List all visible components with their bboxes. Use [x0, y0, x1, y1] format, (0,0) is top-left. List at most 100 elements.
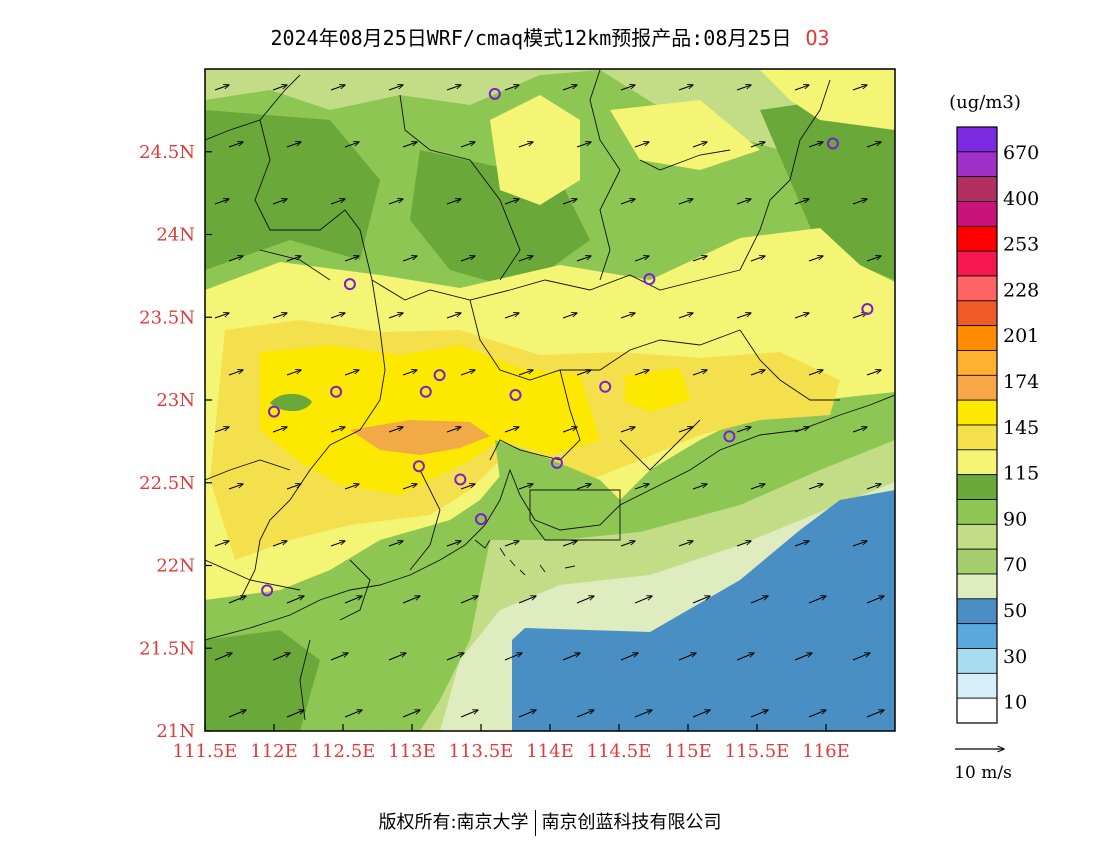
- wind-arrow: [562, 85, 577, 91]
- legend-swatch: [956, 374, 998, 401]
- title-species: O3: [805, 26, 830, 50]
- legend-swatch: [956, 151, 998, 178]
- legend: (ug/m3) 670 400 253 228 201 174 145 115 90 70 50 30…: [949, 92, 1039, 783]
- legend-swatch: [956, 300, 998, 327]
- wind-arrow: [576, 596, 594, 604]
- wind-arrow: [402, 370, 417, 376]
- wind-arrow: [794, 313, 809, 319]
- wind-arrow: [518, 596, 536, 604]
- wind-arrow: [750, 370, 765, 376]
- field-central-yellow-174: [260, 345, 600, 495]
- ozone-concentration-field: [205, 69, 895, 731]
- wind-arrow: [286, 484, 301, 490]
- wind-arrow: [460, 370, 475, 376]
- wind-arrow: [736, 427, 751, 433]
- wind-arrow: [576, 256, 591, 262]
- wind-arrow: [286, 142, 301, 148]
- wind-arrow: [460, 256, 475, 262]
- wind-arrow: [678, 85, 693, 91]
- wind-arrow: [518, 710, 536, 718]
- legend-level-label: 253: [1003, 234, 1039, 256]
- legend-level-label: 174: [1003, 371, 1039, 393]
- station-marker: [723, 430, 736, 443]
- wind-arrow: [692, 142, 707, 148]
- wind-arrow: [736, 199, 751, 205]
- wind-arrow: [228, 142, 243, 148]
- wind-arrow: [460, 710, 478, 718]
- wind-arrow: [620, 313, 635, 319]
- wind-arrow: [576, 370, 591, 376]
- wind-arrow: [214, 313, 229, 319]
- wind-arrow: [808, 142, 823, 148]
- lon-tick-label: 116E: [802, 741, 850, 762]
- station-marker: [599, 380, 612, 393]
- wind-arrow: [272, 427, 287, 433]
- wind-arrow: [634, 596, 652, 604]
- wind-arrow: [808, 596, 826, 604]
- station-marker: [550, 456, 563, 469]
- wind-arrow: [286, 256, 301, 262]
- wind-arrow: [518, 484, 533, 490]
- legend-swatch: [956, 201, 998, 227]
- station-marker: [433, 369, 446, 382]
- field-east-coast-green: [620, 392, 895, 530]
- wind-arrow: [678, 653, 696, 661]
- lat-tick-label: 24.5N: [139, 142, 195, 163]
- wind-arrow: [330, 653, 348, 661]
- legend-unit: (ug/m3): [949, 92, 1021, 113]
- wind-arrow: [562, 313, 577, 319]
- legend-swatch: [956, 523, 998, 550]
- wind-arrow: [402, 596, 420, 604]
- wind-arrow: [620, 653, 638, 661]
- lat-tick-label: 24N: [156, 225, 195, 246]
- wind-arrow: [330, 313, 345, 319]
- wind-arrow: [402, 484, 417, 490]
- legend-swatch: [956, 325, 998, 351]
- wind-arrow: [518, 142, 533, 148]
- lon-tick-label: 113E: [388, 741, 436, 762]
- latitude-axis: 21N 21.5N 22N 22.5N 23N 23.5N 24N 24.5N: [139, 142, 212, 742]
- wind-arrow: [866, 370, 881, 376]
- wind-arrow: [852, 199, 867, 205]
- legend-level-label: 201: [1003, 325, 1039, 347]
- wind-arrow: [272, 199, 287, 205]
- legend-swatch: [956, 598, 998, 625]
- wind-arrow: [866, 256, 881, 262]
- lon-tick-label: 113.5E: [449, 741, 514, 762]
- administrative-boundaries: [205, 69, 840, 621]
- legend-swatch: [956, 474, 998, 500]
- wind-arrow: [750, 596, 768, 604]
- wind-arrow: [388, 541, 403, 547]
- wind-arrow: [620, 427, 635, 433]
- wind-arrow: [344, 142, 359, 148]
- wind-arrow: [330, 85, 345, 91]
- lat-tick-label: 22N: [156, 556, 195, 577]
- wind-reference: 10 m/s: [954, 749, 1012, 783]
- field-northeast-dark-green: [760, 90, 895, 280]
- legend-swatch: [956, 275, 998, 302]
- wind-arrow: [808, 710, 826, 718]
- lon-tick-label: 114.5E: [587, 741, 652, 762]
- wind-arrow: [446, 653, 464, 661]
- wind-arrow: [388, 85, 403, 91]
- wind-arrow: [750, 710, 768, 718]
- legend-swatch: [956, 126, 998, 153]
- wind-arrow: [794, 541, 809, 547]
- station-marker: [643, 273, 656, 286]
- wind-arrow: [634, 370, 649, 376]
- legend-swatch: [956, 250, 998, 277]
- wind-arrow: [736, 85, 751, 91]
- wind-arrow: [330, 427, 345, 433]
- legend-swatch: [956, 424, 998, 451]
- wind-arrow: [736, 653, 754, 661]
- lon-tick-label: 115E: [664, 741, 712, 762]
- wind-arrow: [634, 710, 652, 718]
- title-main: 2024年08月25日WRF/cmaq模式12km预报产品:08月25日: [270, 26, 792, 50]
- wind-arrow: [446, 541, 461, 547]
- wind-arrow: [286, 596, 304, 604]
- legend-swatch: [956, 350, 998, 376]
- wind-arrow: [852, 427, 867, 433]
- wind-arrow: [344, 710, 362, 718]
- legend-level-label: 115: [1003, 463, 1039, 485]
- legend-swatch: [956, 176, 998, 202]
